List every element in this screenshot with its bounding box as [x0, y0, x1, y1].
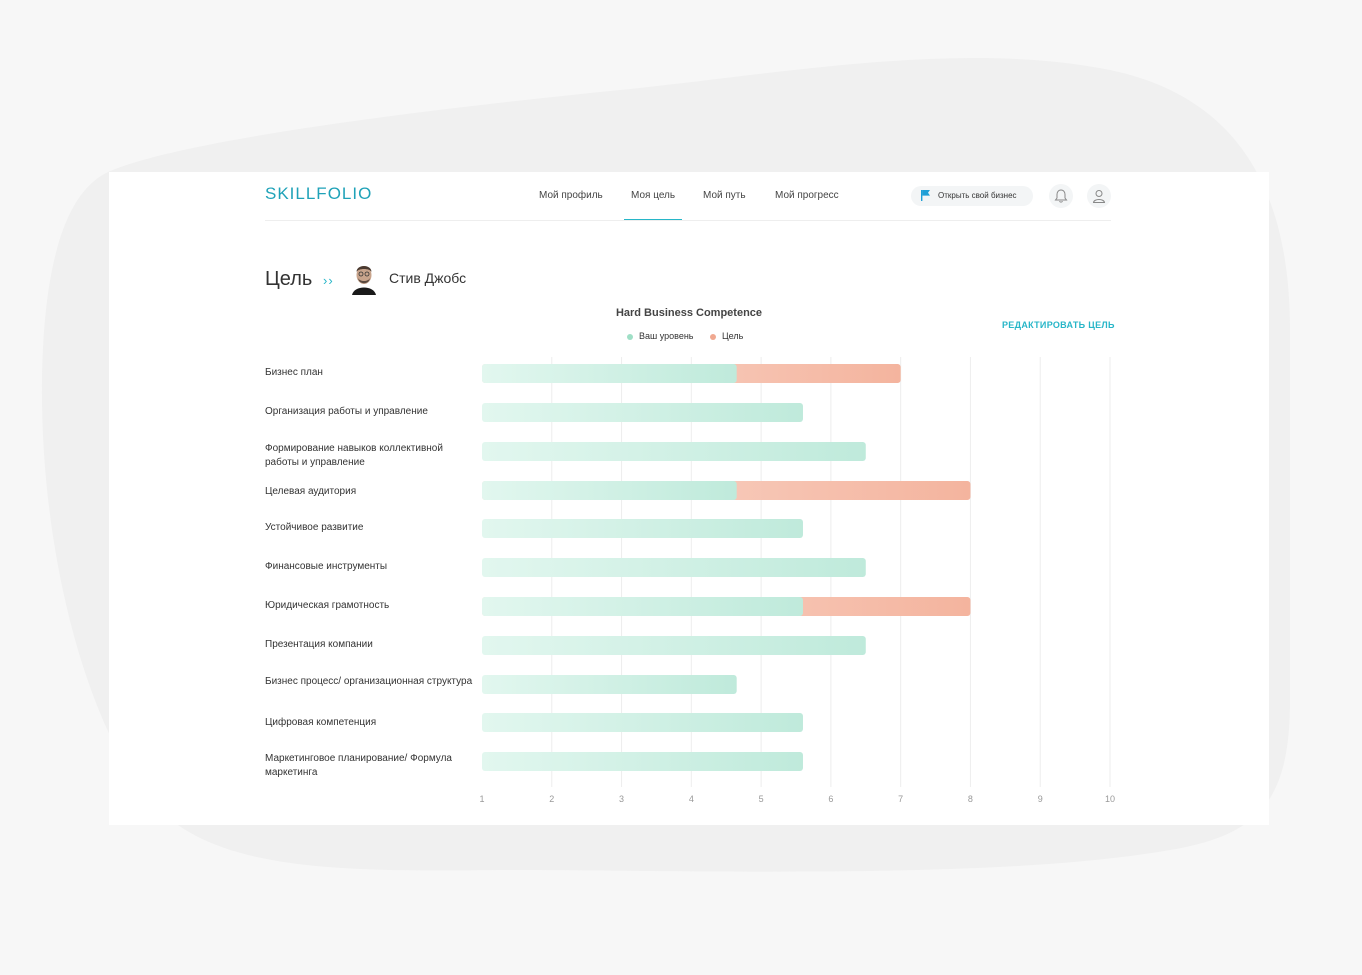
competence-chart: 1 2 3 4 5 6 7 8 9 10	[479, 357, 1115, 804]
avatar	[350, 261, 378, 295]
logo[interactable]: SKILLFOLIO	[265, 184, 373, 203]
row-label: Целевая аудитория	[265, 486, 357, 497]
chart-legend: Ваш уровень Цель	[627, 331, 757, 341]
bar-level	[482, 364, 737, 383]
notifications-button[interactable]	[1049, 184, 1073, 208]
x-tick-label: 4	[689, 794, 694, 804]
row-label: Организация работы и управление	[265, 406, 428, 417]
row-label: Маркетинговое планирование/ Формула марк…	[265, 753, 452, 778]
edit-goal-link[interactable]: РЕДАКТИРОВАТЬ ЦЕЛЬ	[1002, 320, 1115, 330]
legend-item-level: Ваш уровень	[627, 331, 696, 341]
top-navigation: SKILLFOLIO Мой профиль Моя цель Мой путь…	[109, 172, 1269, 221]
nav-my-goal[interactable]: Моя цель	[631, 190, 676, 201]
bar-level	[482, 403, 803, 422]
page-title: Цель	[265, 268, 313, 290]
bell-icon	[1054, 189, 1068, 203]
legend-label-goal: Цель	[722, 331, 744, 341]
x-tick-label: 3	[619, 794, 624, 804]
legend-dot-level	[627, 333, 633, 340]
x-tick-label: 7	[898, 794, 903, 804]
x-tick-label: 1	[479, 794, 484, 804]
chart-title: Hard Business Competence	[615, 307, 763, 319]
flag-icon	[921, 190, 930, 201]
bar-level	[482, 752, 803, 771]
x-tick-label: 8	[968, 794, 973, 804]
x-tick-label: 5	[759, 794, 764, 804]
open-business-label: Открыть свой бизнес	[938, 191, 1017, 200]
user-icon	[1092, 190, 1106, 203]
row-label: Бизнес план	[265, 367, 323, 378]
profile-button[interactable]	[1087, 184, 1111, 208]
legend-dot-goal	[710, 333, 716, 340]
row-label: Бизнес процесс/ организационная структур…	[265, 676, 473, 687]
x-tick-label: 6	[828, 794, 833, 804]
row-label: Финансовые инструменты	[265, 561, 388, 572]
bar-level	[482, 442, 866, 461]
row-label: Устойчивое развитие	[265, 522, 364, 533]
bar-level	[482, 713, 803, 732]
bar-level	[482, 636, 866, 655]
header-divider	[265, 220, 1111, 221]
chevron-right-icon: ››	[323, 273, 334, 288]
legend-item-goal: Цель	[710, 331, 743, 341]
nav-my-profile[interactable]: Мой профиль	[539, 190, 603, 201]
nav-my-path[interactable]: Мой путь	[703, 190, 746, 201]
app-window: SKILLFOLIO Мой профиль Моя цель Мой путь…	[109, 172, 1269, 825]
bar-level	[482, 558, 866, 577]
x-tick-label: 10	[1105, 794, 1115, 804]
x-tick-label: 9	[1038, 794, 1043, 804]
bar-level	[482, 481, 737, 500]
row-label: Юридическая грамотность	[265, 600, 390, 611]
legend-label-level: Ваш уровень	[639, 331, 694, 341]
row-label: Цифровая компетенция	[265, 717, 377, 728]
bar-level	[482, 519, 803, 538]
row-label: Презентация компании	[265, 639, 373, 650]
open-business-button[interactable]: Открыть свой бизнес	[911, 186, 1033, 206]
nav-my-progress[interactable]: Мой прогресс	[775, 190, 839, 201]
bar-level	[482, 675, 737, 694]
x-tick-label: 2	[549, 794, 554, 804]
row-label: Формирование навыков коллективной работы…	[265, 443, 443, 468]
person-name: Стив Джобс	[389, 270, 467, 286]
bar-level	[482, 597, 803, 616]
